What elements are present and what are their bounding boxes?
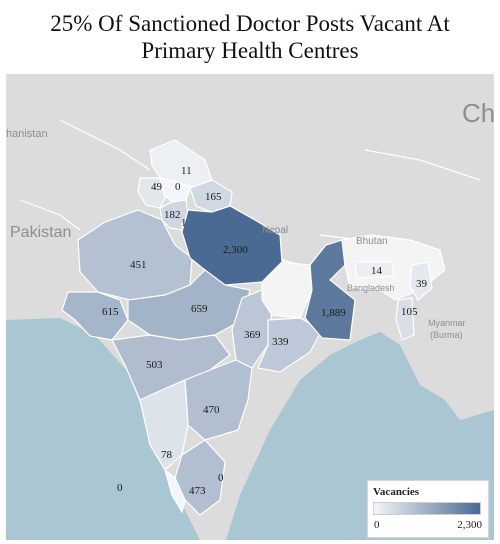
state-rajasthan[interactable] — [77, 209, 193, 301]
legend-gradient-bar — [373, 502, 481, 515]
label-bhutan: Bhutan — [356, 236, 388, 247]
value-odisha: 339 — [272, 336, 289, 348]
title-line-1: 25% Of Sanctioned Doctor Posts Vacant At — [50, 11, 450, 36]
value-uttar-pradesh: 2,300 — [223, 244, 248, 256]
value-maharashtra: 503 — [146, 359, 163, 371]
value-punjab: 49 — [151, 181, 163, 193]
label-pakistan: Pakistan — [10, 224, 71, 241]
value-tamil-nadu: 473 — [189, 485, 206, 497]
state-west-bengal[interactable] — [304, 239, 356, 341]
legend-title: Vacancies — [373, 486, 420, 498]
label-bangladesh: Bangladesh — [347, 283, 395, 293]
value-manipur: 39 — [416, 278, 428, 290]
legend-max-label: 2,300 — [457, 519, 482, 531]
value-uttarakhand: 165 — [205, 191, 222, 203]
state-bihar-jharkhand[interactable] — [261, 261, 313, 319]
value-jammu-kashmir: 11 — [181, 165, 192, 177]
value-mizoram: 105 — [401, 306, 418, 318]
state-kerala[interactable] — [163, 468, 186, 514]
map-container[interactable]: hanistan Pakistan Nepal Bhutan Banglades… — [6, 74, 494, 540]
label-burma: (Burma) — [430, 330, 463, 340]
state-meghalaya[interactable] — [354, 261, 395, 279]
value-meghalaya: 14 — [371, 265, 383, 277]
value-madhya-pradesh: 659 — [191, 303, 208, 315]
legend: Vacancies 0 2,300 — [367, 480, 489, 538]
state-mizoram[interactable] — [395, 297, 415, 341]
value-haryana: 182 — [164, 209, 181, 221]
value-lakshadweep: 0 — [117, 482, 123, 494]
value-chhattisgarh: 369 — [244, 329, 261, 341]
state-manipur[interactable] — [409, 261, 433, 301]
state-odisha[interactable] — [257, 317, 323, 373]
value-telangana: 470 — [203, 404, 220, 416]
title-line-2: Primary Health Centres — [141, 38, 359, 63]
value-delhi: 1 — [181, 217, 187, 229]
state-karnataka[interactable] — [139, 379, 189, 471]
chart-title: 25% Of Sanctioned Doctor Posts Vacant At… — [0, 10, 500, 64]
india-choropleth-map[interactable]: hanistan Pakistan Nepal Bhutan Banglades… — [6, 74, 494, 540]
label-afghanistan: hanistan — [6, 128, 48, 140]
label-myanmar: Myanmar — [428, 318, 466, 328]
legend-min-label: 0 — [374, 519, 380, 531]
value-west-bengal: 1,889 — [321, 307, 346, 319]
value-karnataka: 78 — [161, 449, 173, 461]
value-rajasthan: 451 — [130, 259, 147, 271]
value-gujarat: 615 — [102, 306, 119, 318]
state-telangana[interactable] — [184, 359, 253, 441]
label-nepal: Nepal — [262, 225, 288, 236]
label-china: Ch — [462, 98, 494, 128]
value-kerala: 0 — [218, 472, 224, 484]
value-himachal-pradesh: 0 — [175, 181, 181, 193]
arabian-sea — [6, 318, 200, 540]
